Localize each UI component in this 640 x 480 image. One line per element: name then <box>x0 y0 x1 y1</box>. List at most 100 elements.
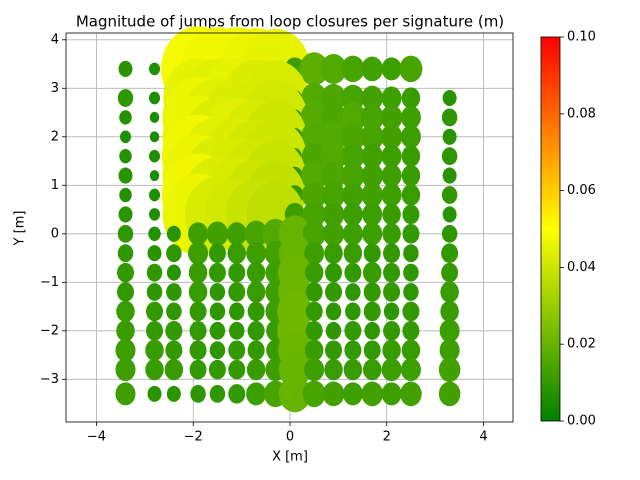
point <box>400 381 422 407</box>
colorbar-tick-label: 0.04 <box>567 260 596 275</box>
point <box>228 262 246 283</box>
x-axis-label: X [m] <box>272 450 308 465</box>
point <box>120 130 132 144</box>
point <box>189 321 207 341</box>
point <box>149 149 161 163</box>
point <box>247 321 265 341</box>
point <box>145 358 164 381</box>
point <box>166 302 182 321</box>
point <box>117 89 134 107</box>
point <box>325 340 343 360</box>
point <box>149 62 161 76</box>
point <box>400 105 421 129</box>
point <box>147 385 162 402</box>
point <box>305 301 323 322</box>
y-tick-label: 1 <box>51 178 59 193</box>
point <box>343 358 363 381</box>
point <box>149 91 161 105</box>
point <box>441 186 458 204</box>
point <box>361 85 383 111</box>
point <box>440 281 459 303</box>
point <box>440 300 459 323</box>
point <box>226 222 247 246</box>
point <box>322 181 346 209</box>
point <box>402 301 420 322</box>
point <box>344 262 362 283</box>
point <box>441 147 458 166</box>
point <box>401 339 421 361</box>
point <box>360 104 384 131</box>
point <box>305 282 323 302</box>
point <box>342 222 363 246</box>
point <box>363 301 381 322</box>
point <box>188 261 208 284</box>
point <box>188 241 209 265</box>
point <box>383 243 401 263</box>
point <box>361 143 383 169</box>
point <box>117 282 135 302</box>
x-tick-label: 2 <box>383 430 391 445</box>
point <box>362 358 382 381</box>
point <box>322 381 345 407</box>
point <box>381 86 402 110</box>
point <box>360 123 384 151</box>
point <box>363 243 381 263</box>
point <box>188 222 209 246</box>
point <box>362 261 382 284</box>
point <box>165 340 183 360</box>
point <box>149 170 160 182</box>
point <box>117 244 134 263</box>
colorbar-tick-label: 0.02 <box>567 337 596 352</box>
point <box>341 55 365 83</box>
point <box>246 261 266 284</box>
point <box>146 321 164 341</box>
point <box>209 341 226 360</box>
plot-frame <box>65 32 514 423</box>
y-tick-label: 0 <box>51 226 59 241</box>
point <box>146 263 163 282</box>
point <box>149 111 160 123</box>
point <box>402 321 420 341</box>
point <box>278 375 311 413</box>
point <box>208 359 226 380</box>
point <box>166 283 182 301</box>
point <box>438 357 461 382</box>
point <box>401 184 421 206</box>
colorbar <box>540 36 561 422</box>
point <box>115 358 136 382</box>
point <box>190 384 206 403</box>
point <box>229 302 245 321</box>
point <box>381 183 402 207</box>
axes: −4 −2 0 2 4 −3 −2 −1 0 1 2 3 4 0.00 0.02 0.04 0.06 0.08 0.… <box>40 30 596 445</box>
point <box>441 224 458 243</box>
point <box>361 182 383 208</box>
point <box>380 124 403 150</box>
point <box>401 87 421 109</box>
point <box>383 282 401 302</box>
point <box>361 381 383 407</box>
point <box>246 281 266 303</box>
point <box>246 358 266 381</box>
point <box>209 283 226 301</box>
point <box>166 385 181 402</box>
point <box>228 359 246 380</box>
point <box>165 321 183 341</box>
point <box>188 281 208 303</box>
point <box>439 338 460 362</box>
point <box>115 382 136 406</box>
y-tick-label: −1 <box>40 275 59 290</box>
point <box>381 57 402 81</box>
chart-title: Magnitude of jumps from loop closures pe… <box>76 13 504 31</box>
point <box>325 302 342 321</box>
point <box>344 340 362 360</box>
point <box>343 242 363 264</box>
point <box>147 245 162 262</box>
point <box>228 340 246 360</box>
point <box>363 340 381 360</box>
point <box>361 163 383 188</box>
point <box>344 321 362 341</box>
point <box>401 164 421 187</box>
point <box>442 167 457 184</box>
point <box>119 187 132 203</box>
point <box>402 224 420 244</box>
